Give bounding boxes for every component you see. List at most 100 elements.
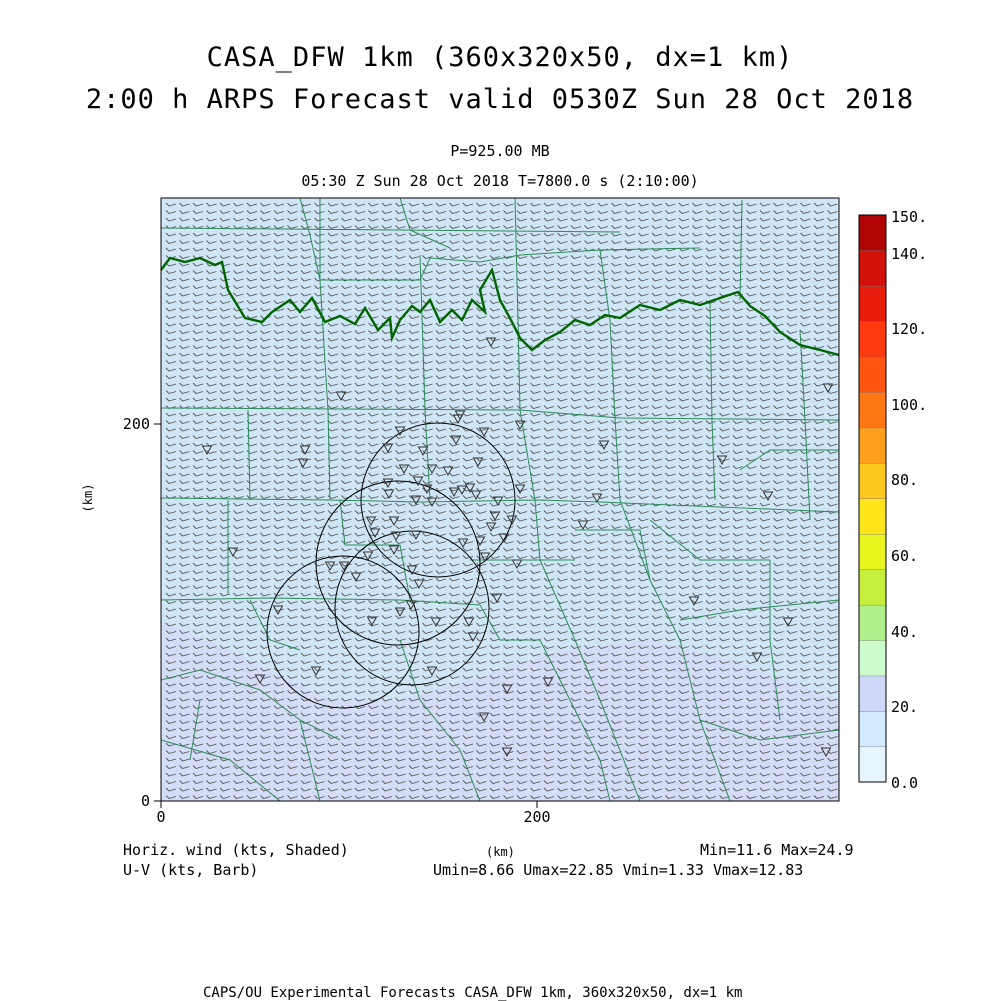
station-marker bbox=[350, 572, 362, 583]
station-marker bbox=[382, 478, 394, 489]
y-tick-label-200: 200 bbox=[123, 415, 150, 433]
credit-line: CAPS/OU Experimental Forecasts CASA_DFW … bbox=[203, 985, 743, 1001]
station-marker bbox=[394, 426, 406, 437]
axis-ticks bbox=[154, 423, 538, 808]
station-marker bbox=[366, 616, 378, 627]
station-marker bbox=[426, 666, 438, 677]
colorbar-frame bbox=[858, 214, 887, 783]
x-tick-label-0: 0 bbox=[156, 808, 165, 826]
station-marker bbox=[762, 491, 774, 502]
colorbar-label: 0.0 bbox=[891, 774, 918, 792]
radar-circle-4 bbox=[266, 555, 420, 709]
station-marker bbox=[478, 427, 490, 438]
station-marker bbox=[467, 632, 479, 643]
station-marker bbox=[822, 383, 834, 394]
station-marker bbox=[394, 607, 406, 618]
valid-time-line: 05:30 Z Sun 28 Oct 2018 T=7800.0 s (2:10… bbox=[301, 172, 699, 190]
station-marker bbox=[479, 552, 491, 563]
station-marker bbox=[410, 495, 422, 506]
colorbar-segment bbox=[858, 675, 887, 712]
station-marker bbox=[491, 593, 503, 604]
station-marker bbox=[688, 596, 700, 607]
radar-circle-2 bbox=[315, 480, 481, 646]
county-lines bbox=[161, 198, 839, 801]
station-marker bbox=[413, 579, 425, 590]
y-axis-unit: (km) bbox=[81, 484, 95, 513]
station-marker bbox=[782, 617, 794, 628]
station-marker bbox=[598, 440, 610, 451]
colorbar-segment bbox=[858, 498, 887, 535]
station-marker bbox=[390, 531, 402, 542]
min-max-readout: Min=11.6 Max=24.9 bbox=[700, 841, 854, 859]
station-marker bbox=[450, 435, 462, 446]
colorbar-label: 60. bbox=[891, 547, 918, 565]
colorbar-label: 80. bbox=[891, 471, 918, 489]
colorbar-label: 140. bbox=[891, 245, 927, 263]
colorbar-label: 40. bbox=[891, 623, 918, 641]
colorbar bbox=[858, 214, 887, 783]
station-marker bbox=[335, 391, 347, 402]
y-tick-label-0: 0 bbox=[141, 792, 150, 810]
station-marker bbox=[324, 561, 336, 572]
station-marker bbox=[388, 545, 400, 556]
station-marker bbox=[405, 600, 417, 611]
colorbar-segment bbox=[858, 533, 887, 570]
station-marker bbox=[457, 538, 469, 549]
wind-speed-shading-high bbox=[161, 620, 839, 801]
station-marker bbox=[201, 445, 213, 456]
station-marker bbox=[382, 443, 394, 454]
station-marker bbox=[254, 674, 266, 685]
station-marker bbox=[456, 485, 468, 496]
colorbar-segment bbox=[858, 710, 887, 748]
station-marker bbox=[310, 666, 322, 677]
station-marker bbox=[365, 516, 377, 527]
station-marker bbox=[369, 528, 381, 539]
station-marker bbox=[297, 458, 309, 469]
map-frame bbox=[160, 197, 840, 802]
station-marker bbox=[751, 652, 763, 663]
station-markers bbox=[201, 337, 834, 758]
uv-min-max-readout: Umin=8.66 Umax=22.85 Vmin=1.33 Vmax=12.8… bbox=[433, 861, 804, 879]
station-marker bbox=[506, 515, 518, 526]
station-marker bbox=[299, 445, 311, 456]
colorbar-segment bbox=[858, 604, 887, 641]
station-marker bbox=[412, 476, 424, 487]
state-border-red-river bbox=[161, 256, 839, 357]
station-marker bbox=[430, 617, 442, 628]
colorbar-segment bbox=[858, 250, 887, 287]
colorbar-segment bbox=[858, 427, 887, 464]
station-marker bbox=[470, 490, 482, 501]
station-marker bbox=[472, 457, 484, 468]
colorbar-segment bbox=[858, 214, 887, 251]
station-marker bbox=[474, 536, 486, 547]
colorbar-segment bbox=[858, 640, 887, 677]
colorbar-segment bbox=[858, 356, 887, 393]
station-marker bbox=[489, 511, 501, 522]
station-marker bbox=[421, 484, 433, 495]
station-marker bbox=[383, 489, 395, 500]
colorbar-label: 150. bbox=[891, 208, 927, 226]
station-marker bbox=[514, 484, 526, 495]
colorbar-segment bbox=[858, 462, 887, 499]
station-marker bbox=[406, 565, 418, 576]
station-marker bbox=[492, 496, 504, 507]
station-marker bbox=[716, 455, 728, 466]
colorbar-labels: 0.0 20. 40. 60. 80. 100. 120. 140. 150. bbox=[891, 208, 927, 792]
station-marker bbox=[498, 533, 510, 544]
station-marker bbox=[514, 420, 526, 431]
station-marker bbox=[454, 410, 466, 421]
station-marker bbox=[485, 337, 497, 348]
station-marker bbox=[542, 677, 554, 688]
station-marker bbox=[511, 559, 523, 570]
station-marker bbox=[591, 493, 603, 504]
vector-label: U-V (kts, Barb) bbox=[123, 861, 259, 879]
x-axis-unit: (km) bbox=[486, 845, 515, 859]
colorbar-segment bbox=[858, 321, 887, 358]
colorbar-label: 100. bbox=[891, 396, 927, 414]
station-marker bbox=[501, 747, 513, 758]
colorbar-label: 120. bbox=[891, 320, 927, 338]
station-marker bbox=[577, 520, 589, 531]
station-marker bbox=[338, 561, 350, 572]
colorbar-segment bbox=[858, 569, 887, 606]
